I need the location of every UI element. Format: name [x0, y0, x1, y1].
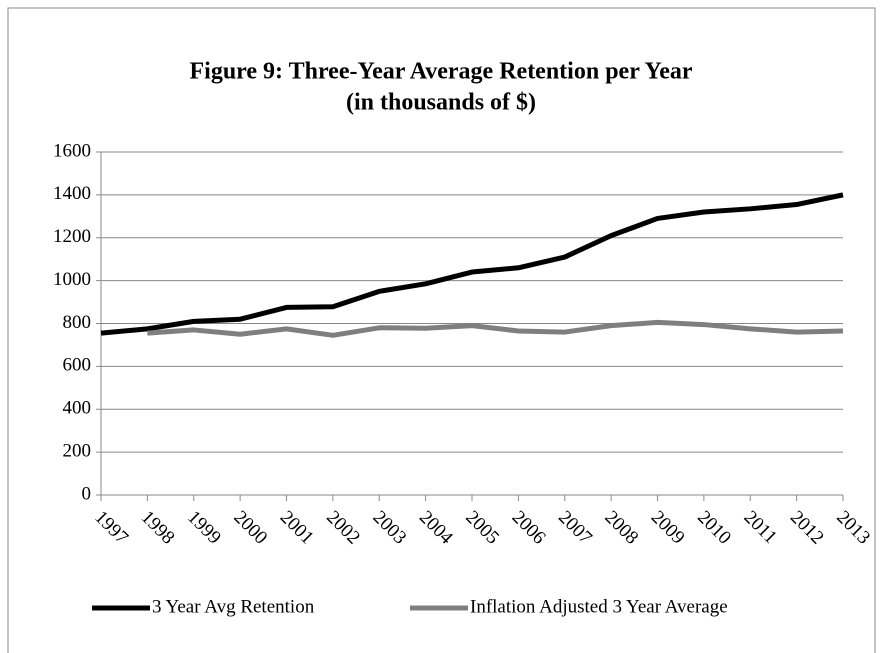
y-tick-label: 1200 — [53, 226, 91, 247]
y-tick-label: 1400 — [53, 183, 91, 204]
y-tick-label: 0 — [82, 483, 92, 504]
series-line — [100, 192, 844, 336]
series-line — [147, 319, 844, 338]
y-tick-label: 200 — [63, 440, 92, 461]
y-tick-label: 600 — [63, 355, 92, 376]
y-tick-label: 1000 — [53, 269, 91, 290]
y-tick-label: 1600 — [53, 140, 91, 161]
chart-title: Figure 9: Three-Year Average Retention p… — [190, 59, 693, 85]
legend-label: Inflation Adjusted 3 Year Average — [470, 596, 728, 617]
chart-subtitle: (in thousands of $) — [346, 90, 536, 116]
legend-label: 3 Year Avg Retention — [152, 596, 315, 617]
y-tick-label: 800 — [63, 312, 92, 333]
y-tick-label: 400 — [63, 398, 92, 419]
